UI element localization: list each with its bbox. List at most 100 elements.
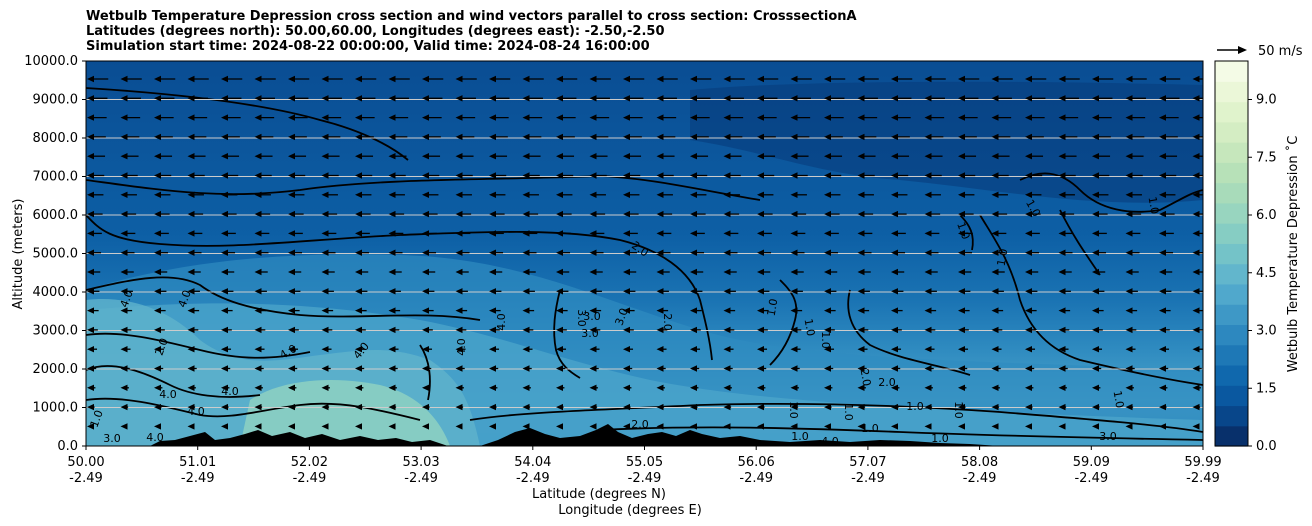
wind-vector-head	[857, 403, 865, 411]
wind-vector	[958, 210, 974, 218]
wind-vector	[489, 230, 504, 237]
wind-vector-head	[522, 249, 530, 256]
wind-vector	[1058, 191, 1075, 198]
contour-label: 2.0	[858, 368, 874, 387]
wind-vector	[288, 133, 307, 141]
wind-vector-head	[656, 230, 664, 237]
wind-vector	[187, 268, 201, 276]
wind-vector	[1159, 153, 1178, 160]
wind-vector	[857, 326, 869, 334]
wind-vector	[556, 75, 578, 83]
wind-vector-head	[1058, 307, 1066, 314]
wind-vector	[388, 249, 403, 256]
wind-vector	[690, 307, 702, 314]
wind-vector-head	[556, 268, 563, 276]
wind-vector	[355, 210, 371, 218]
title-line-3: Simulation start time: 2024-08-22 00:00:…	[86, 39, 650, 54]
wind-vector	[589, 403, 598, 411]
x-tick-label-lat: 59.09	[1073, 455, 1110, 470]
wind-vector	[522, 230, 538, 237]
wind-vector	[1159, 75, 1181, 83]
wind-vector	[556, 172, 574, 179]
wind-vector	[455, 307, 468, 314]
wind-vector	[321, 423, 329, 430]
wind-vector-head	[690, 268, 697, 276]
x-tick-label-lat: 56.06	[738, 455, 775, 470]
wind-vector-head	[723, 249, 731, 256]
wind-vector-head	[958, 346, 965, 353]
wind-vector	[489, 114, 509, 121]
wind-vector	[958, 95, 979, 102]
wind-vector-head	[388, 365, 396, 372]
wind-vector	[656, 249, 671, 256]
x-tick-label-lon: -2.49	[628, 471, 662, 486]
wind-vector-head	[1025, 423, 1032, 430]
wind-vector	[87, 210, 103, 218]
wind-vector	[120, 114, 141, 121]
wind-vector-head	[489, 249, 496, 256]
wind-vector-head	[455, 114, 463, 121]
contour-label: 1.0	[861, 422, 879, 435]
wind-vector-head	[991, 346, 999, 353]
wind-vector	[790, 191, 807, 198]
wind-vector-head	[690, 153, 697, 160]
wind-vector-head	[288, 153, 295, 160]
wind-vector-head	[288, 210, 295, 218]
wind-vector	[857, 114, 878, 121]
wind-vector	[87, 172, 105, 179]
wind-vector-head	[455, 95, 463, 102]
wind-vector-head	[1058, 423, 1066, 430]
x-tick-label-lon: -2.49	[516, 471, 550, 486]
wind-vector	[1058, 249, 1073, 256]
wind-vector-head	[87, 403, 94, 411]
wind-vector	[757, 288, 770, 295]
wind-vector	[422, 365, 432, 372]
wind-vector	[891, 230, 906, 237]
wind-vector-head	[1025, 75, 1032, 83]
wind-vector	[1192, 75, 1203, 83]
wind-vector-head	[489, 133, 496, 141]
wind-vector-head	[489, 114, 496, 121]
wind-vector	[221, 230, 236, 237]
wind-vector	[1025, 326, 1036, 334]
wind-vector	[757, 384, 766, 391]
wind-vector	[522, 384, 531, 391]
wind-vector-head	[388, 346, 396, 353]
wind-vector-head	[891, 384, 898, 391]
wind-vector-head	[857, 172, 865, 179]
wind-vector	[623, 114, 643, 121]
wind-vector	[187, 249, 202, 256]
wind-vector-head	[187, 210, 195, 218]
wind-vector	[556, 153, 575, 160]
colorbar-segment	[1215, 142, 1248, 163]
wind-vector	[154, 210, 170, 218]
wind-vector-head	[656, 307, 664, 314]
wind-vector	[1092, 288, 1105, 295]
wind-vector	[1192, 153, 1203, 160]
contour-label: 2.0	[661, 313, 674, 331]
wind-vector	[1125, 172, 1143, 179]
wind-vector	[1058, 172, 1076, 179]
wind-vector-head	[924, 346, 932, 353]
wind-vector	[288, 249, 303, 256]
wind-vector-head	[690, 423, 697, 430]
wind-vector-head	[1192, 403, 1200, 411]
contour-label: 4.0	[159, 388, 177, 401]
wind-vector-head	[1025, 403, 1032, 411]
wind-vector-head	[388, 384, 396, 391]
contour-label: 4.0	[221, 385, 239, 398]
wind-vector-head	[556, 95, 563, 102]
wind-vector	[556, 423, 563, 430]
wind-vector-head	[757, 172, 764, 179]
wind-vector	[422, 403, 430, 411]
wind-vector-head	[623, 114, 630, 121]
wind-vector	[1025, 230, 1040, 237]
wind-vector	[288, 114, 308, 121]
wind-vector	[355, 153, 374, 160]
wind-vector-head	[790, 191, 798, 198]
wind-vector-head	[690, 114, 697, 121]
wind-vector-head	[254, 172, 262, 179]
wind-vector	[1058, 133, 1078, 141]
wind-vector-head	[321, 133, 329, 141]
wind-vector-head	[1058, 403, 1066, 411]
